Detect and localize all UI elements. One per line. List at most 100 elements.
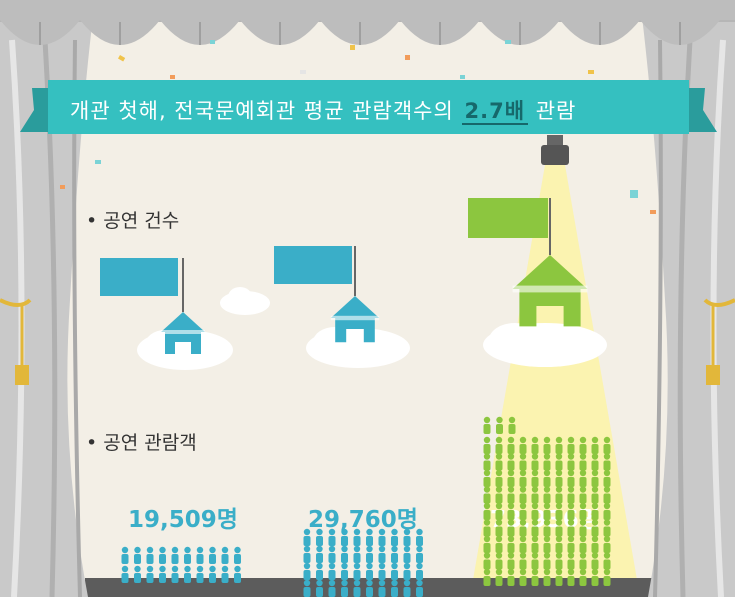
venue-2-flag <box>274 246 356 296</box>
person-icon <box>507 486 515 504</box>
person-icon <box>507 519 515 537</box>
person-icon <box>483 436 491 454</box>
person-icon <box>579 568 587 586</box>
person-icon <box>603 453 611 471</box>
tent-icon <box>330 296 380 343</box>
person-icon <box>591 436 599 454</box>
person-icon <box>341 528 348 546</box>
person-icon <box>366 545 373 563</box>
person-icon <box>416 528 423 546</box>
person-icon <box>555 552 563 570</box>
person-icon <box>603 535 611 553</box>
person-icon <box>403 562 411 580</box>
person-icon <box>483 535 491 553</box>
person-icon <box>403 528 411 546</box>
person-icon <box>146 565 154 583</box>
person-icon <box>391 545 398 563</box>
person-icon <box>495 552 503 570</box>
tent-icon <box>161 312 205 354</box>
person-icon <box>378 545 386 563</box>
person-icon <box>591 469 599 487</box>
person-icon <box>519 469 527 487</box>
person-icon <box>519 436 527 454</box>
person-icon <box>543 469 551 487</box>
person-icon <box>519 519 527 537</box>
person-icon <box>507 568 515 586</box>
person-icon <box>543 535 551 553</box>
person-icon <box>378 562 386 580</box>
person-icon <box>416 579 423 597</box>
person-icon <box>196 565 204 583</box>
person-icon <box>579 535 587 553</box>
person-icon <box>209 546 216 564</box>
person-icon <box>579 453 587 471</box>
person-icon <box>171 565 179 583</box>
person-icon <box>543 486 551 504</box>
person-icon <box>391 562 398 580</box>
person-icon <box>579 469 587 487</box>
person-icon <box>603 469 611 487</box>
tent-icon <box>512 255 588 327</box>
person-icon <box>567 502 575 520</box>
headline-ribbon <box>20 80 717 134</box>
person-icon <box>591 568 599 586</box>
person-icon <box>567 436 575 454</box>
person-icon <box>507 535 515 553</box>
person-icon <box>209 565 216 583</box>
person-icon <box>531 519 539 537</box>
person-icon <box>316 579 323 597</box>
person-icon <box>171 546 179 564</box>
person-icon <box>366 528 373 546</box>
person-icon <box>519 535 527 553</box>
person-icon <box>134 565 141 583</box>
person-icon <box>391 579 398 597</box>
headline-highlight: 2.7배 <box>461 99 529 125</box>
person-icon <box>531 486 539 504</box>
person-icon <box>567 486 575 504</box>
person-icon <box>603 436 611 454</box>
person-icon <box>159 565 166 583</box>
person-icon <box>507 436 515 454</box>
person-icon <box>543 436 551 454</box>
person-icon <box>483 568 491 586</box>
person-icon <box>234 546 241 564</box>
person-icon <box>567 552 575 570</box>
person-icon <box>341 562 348 580</box>
person-icon <box>341 579 348 597</box>
venue-2-audience: 29,760명 <box>308 507 418 533</box>
person-icon <box>507 502 515 520</box>
person-icon <box>603 552 611 570</box>
person-icon <box>579 502 587 520</box>
confetti <box>60 40 656 214</box>
person-icon <box>403 579 411 597</box>
person-icon <box>483 453 491 471</box>
person-icon <box>495 453 503 471</box>
person-icon <box>328 562 336 580</box>
person-icon <box>316 545 323 563</box>
person-icon <box>555 568 563 586</box>
person-icon <box>221 546 229 564</box>
person-icon <box>353 579 361 597</box>
top-valance <box>0 0 735 45</box>
person-icon <box>531 552 539 570</box>
person-icon <box>121 546 129 564</box>
headline: 개관 첫해, 전국문예회관 평균 관람객수의 2.7배 관람 <box>70 95 576 125</box>
person-icon <box>495 469 503 487</box>
person-icon <box>495 486 503 504</box>
person-icon <box>184 565 191 583</box>
person-icon <box>303 562 311 580</box>
person-icon <box>495 436 503 454</box>
person-icon <box>603 568 611 586</box>
person-icon <box>603 502 611 520</box>
person-icon <box>303 545 311 563</box>
performances-section-label: • 공연 건수 <box>86 210 180 232</box>
person-icon <box>391 528 398 546</box>
venue-3-flag <box>468 198 551 255</box>
person-icon <box>579 436 587 454</box>
person-icon <box>234 565 241 583</box>
headline-suffix: 관람 <box>535 99 577 123</box>
person-icon <box>366 579 373 597</box>
spotlight-icon <box>541 135 569 165</box>
person-icon <box>567 535 575 553</box>
person-icon <box>316 562 323 580</box>
